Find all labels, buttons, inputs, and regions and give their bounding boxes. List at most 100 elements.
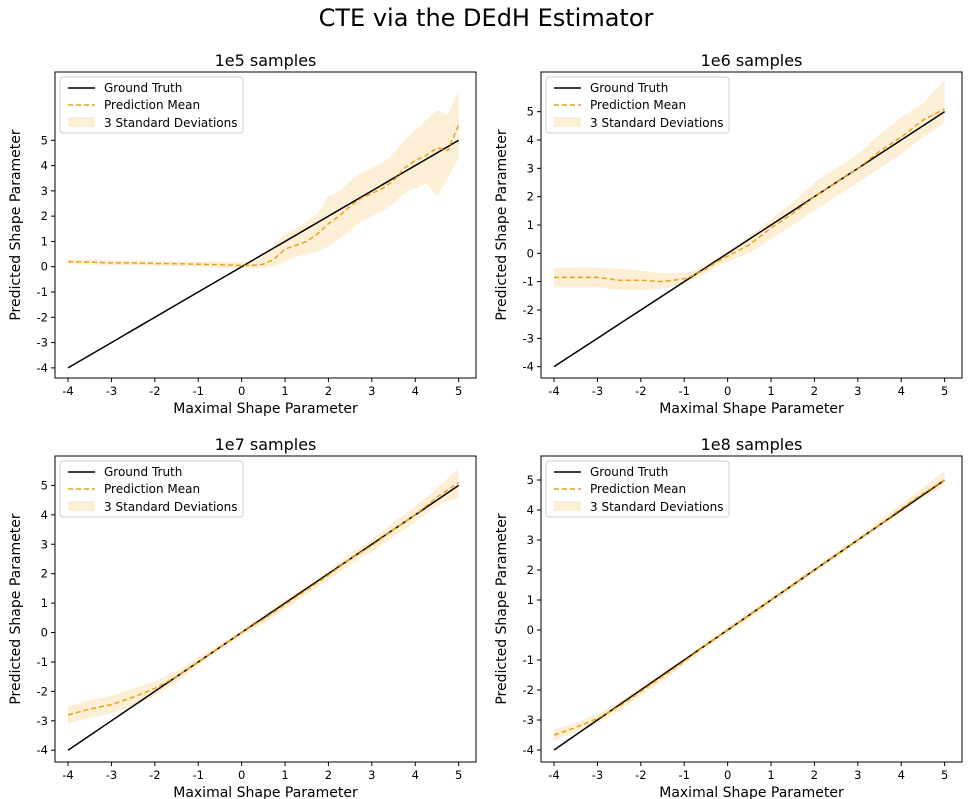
y-tick-label: -2 bbox=[523, 303, 534, 317]
y-tick-label: 3 bbox=[527, 161, 534, 175]
y-tick-label: -2 bbox=[37, 684, 48, 698]
x-tick-label: 5 bbox=[941, 768, 948, 782]
legend-ground-truth-label: Ground Truth bbox=[104, 465, 182, 479]
legend-std-band-label: 3 Standard Deviations bbox=[104, 116, 238, 130]
legend-prediction-mean-label: Prediction Mean bbox=[104, 482, 200, 496]
y-tick-label: 3 bbox=[41, 537, 48, 551]
y-tick-label: 1 bbox=[41, 596, 48, 610]
legend-std-band-swatch bbox=[554, 501, 581, 511]
x-axis-label: Maximal Shape Parameter bbox=[173, 401, 358, 417]
x-tick-label: 2 bbox=[811, 768, 818, 782]
x-axis-label: Maximal Shape Parameter bbox=[173, 785, 358, 799]
x-tick-label: -2 bbox=[635, 384, 646, 398]
y-tick-label: 0 bbox=[527, 246, 534, 260]
std-band bbox=[68, 467, 459, 724]
x-tick-label: 4 bbox=[412, 768, 419, 782]
x-tick-label: -4 bbox=[548, 384, 559, 398]
y-tick-label: 2 bbox=[527, 563, 534, 577]
x-tick-label: -1 bbox=[192, 384, 203, 398]
y-tick-label: 0 bbox=[527, 623, 534, 637]
axes-frame bbox=[540, 455, 963, 763]
y-tick-label: -2 bbox=[523, 683, 534, 697]
plot-area bbox=[553, 471, 946, 751]
x-axis-label: Maximal Shape Parameter bbox=[659, 785, 844, 799]
chart-1e7-samples: -4 -3 -2 -1 0 1 2 3 4 5 -4 -3 -2 -1 0 1 2 3 4 5 1e7 samples M… bbox=[8, 435, 477, 799]
x-tick-label: 2 bbox=[325, 384, 332, 398]
x-tick-label: 3 bbox=[854, 384, 861, 398]
ground-truth-line bbox=[553, 111, 946, 368]
y-tick-label: -1 bbox=[37, 655, 48, 669]
x-tick-label: -1 bbox=[192, 768, 203, 782]
legend-std-band-label: 3 Standard Deviations bbox=[104, 500, 238, 514]
legend-std-band-label: 3 Standard Deviations bbox=[590, 500, 724, 514]
axes-frame bbox=[54, 71, 477, 379]
x-tick-label: 5 bbox=[941, 384, 948, 398]
legend-ground-truth-label: Ground Truth bbox=[104, 81, 182, 95]
chart-title: 1e6 samples bbox=[701, 51, 803, 70]
x-tick-label: 1 bbox=[281, 768, 288, 782]
x-tick-label: 4 bbox=[412, 384, 419, 398]
x-tick-label: -3 bbox=[592, 768, 603, 782]
y-tick-label: 3 bbox=[41, 184, 48, 198]
y-tick-label: 2 bbox=[41, 567, 48, 581]
y-tick-label: 5 bbox=[527, 473, 534, 487]
prediction-mean-line bbox=[554, 108, 945, 283]
legend-ground-truth-label: Ground Truth bbox=[590, 81, 668, 95]
x-tick-label: 4 bbox=[898, 384, 905, 398]
y-tick-label: -4 bbox=[37, 743, 48, 757]
plot-area bbox=[67, 89, 460, 369]
x-tick-label: -3 bbox=[106, 384, 117, 398]
x-tick-label: -2 bbox=[635, 768, 646, 782]
prediction-mean-line bbox=[67, 481, 460, 716]
x-tick-label: 3 bbox=[854, 768, 861, 782]
y-axis-label: Predicted Shape Parameter bbox=[8, 513, 24, 705]
y-tick-label: -3 bbox=[37, 336, 48, 350]
std-band bbox=[68, 89, 459, 268]
x-tick-label: 3 bbox=[368, 384, 375, 398]
axes-frame bbox=[54, 455, 477, 763]
legend-std-band-label: 3 Standard Deviations bbox=[590, 116, 724, 130]
legend-std-band-swatch bbox=[68, 117, 95, 127]
y-tick-label: 1 bbox=[527, 593, 534, 607]
y-tick-label: 5 bbox=[41, 133, 48, 147]
y-tick-label: 4 bbox=[41, 159, 48, 173]
y-tick-label: -2 bbox=[37, 310, 48, 324]
chart-title: 1e8 samples bbox=[701, 435, 803, 454]
x-tick-label: -3 bbox=[592, 384, 603, 398]
legend-ground-truth-label: Ground Truth bbox=[590, 465, 668, 479]
x-tick-label: 0 bbox=[724, 384, 731, 398]
y-tick-label: 3 bbox=[527, 533, 534, 547]
y-tick-label: -1 bbox=[523, 653, 534, 667]
legend-box bbox=[545, 460, 730, 518]
legend-prediction-mean-label: Prediction Mean bbox=[590, 98, 686, 112]
x-tick-label: 1 bbox=[767, 384, 774, 398]
ground-truth-line bbox=[67, 139, 460, 369]
x-tick-label: -4 bbox=[62, 768, 73, 782]
y-tick-label: -3 bbox=[523, 331, 534, 345]
x-tick-label: 3 bbox=[368, 768, 375, 782]
x-tick-label: 5 bbox=[455, 768, 462, 782]
x-tick-label: -1 bbox=[678, 384, 689, 398]
x-tick-label: 0 bbox=[238, 384, 245, 398]
y-tick-label: -3 bbox=[37, 714, 48, 728]
chart-title: 1e5 samples bbox=[215, 51, 317, 70]
y-tick-label: 5 bbox=[41, 478, 48, 492]
x-tick-label: 5 bbox=[455, 384, 462, 398]
x-tick-label: 0 bbox=[724, 768, 731, 782]
legend-box bbox=[545, 76, 730, 134]
prediction-mean-line bbox=[68, 124, 460, 267]
x-tick-label: 1 bbox=[767, 768, 774, 782]
x-tick-label: -2 bbox=[149, 768, 160, 782]
y-tick-label: 0 bbox=[41, 260, 48, 274]
y-tick-label: -1 bbox=[523, 275, 534, 289]
figure-title: CTE via the DEdH Estimator bbox=[318, 4, 654, 32]
legend-box bbox=[59, 76, 244, 134]
x-axis-label: Maximal Shape Parameter bbox=[659, 401, 844, 417]
y-axis-label: Predicted Shape Parameter bbox=[494, 513, 510, 705]
y-axis-label: Predicted Shape Parameter bbox=[494, 129, 510, 321]
y-tick-label: 4 bbox=[41, 508, 48, 522]
y-tick-label: 2 bbox=[527, 190, 534, 204]
y-tick-label: 0 bbox=[41, 626, 48, 640]
y-tick-label: -4 bbox=[523, 360, 534, 374]
legend-prediction-mean-label: Prediction Mean bbox=[590, 482, 686, 496]
